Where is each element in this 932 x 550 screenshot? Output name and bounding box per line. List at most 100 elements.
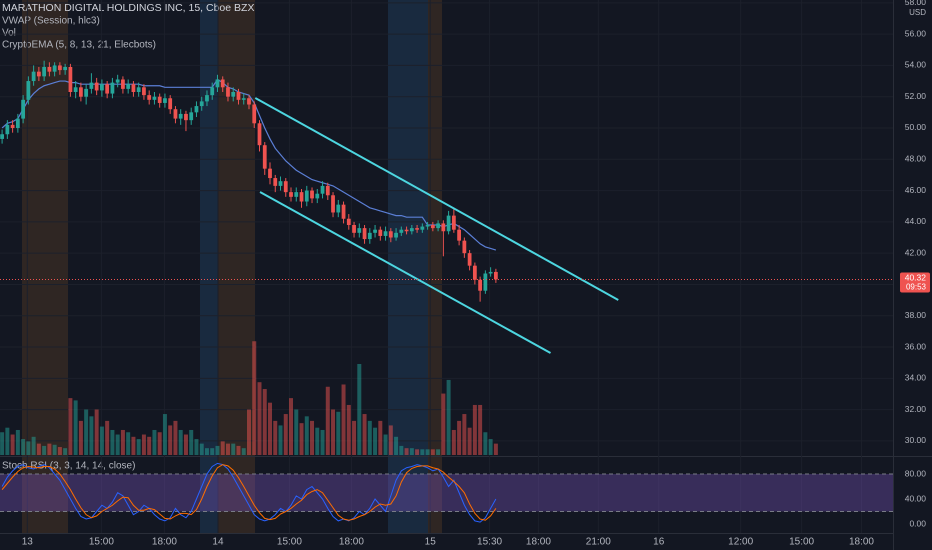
candle-body [100, 84, 104, 91]
candle-body [5, 124, 10, 135]
volume-bar [194, 439, 199, 455]
volume-bar [173, 420, 178, 455]
currency-label: USD [909, 8, 926, 17]
volume-bar [315, 427, 320, 455]
candle-body [131, 84, 136, 93]
y-tick-label: 30.00 [905, 435, 927, 445]
trendline [254, 97, 619, 301]
volume-bar [36, 443, 41, 455]
candle-body [184, 113, 188, 121]
volume-bar [120, 429, 125, 455]
candle-body [362, 228, 367, 240]
candle-body [378, 229, 383, 236]
volume-bar [126, 432, 131, 455]
volume-bar [273, 420, 278, 455]
candle-body [304, 190, 309, 202]
candle-body [199, 101, 204, 107]
volume-bar [299, 423, 304, 455]
candle-body [467, 253, 472, 266]
x-tick-label: 18:00 [849, 537, 874, 548]
stoch-band [0, 474, 893, 512]
candle-body [446, 215, 451, 232]
volume-bar [467, 427, 472, 455]
vwap-line [1, 78, 497, 251]
candle-body [94, 82, 99, 91]
candle-body [299, 192, 304, 202]
volume-bar [394, 436, 399, 455]
candle-body [152, 96, 157, 100]
y-tick-label: 36.00 [905, 341, 927, 351]
countdown-label: 09:53 [906, 283, 927, 292]
volume-bar [436, 449, 441, 455]
candle-body [189, 112, 194, 121]
last-price-label: 40.32 [905, 273, 927, 283]
volume-bar [199, 443, 204, 455]
candle-body [257, 123, 262, 146]
candle-body [0, 134, 4, 139]
y-tick-label: 56.00 [905, 28, 927, 38]
candle-body [210, 87, 215, 96]
volume-bar [346, 404, 351, 455]
candle-body [483, 273, 488, 291]
volume-bar [63, 448, 68, 455]
candle-body [63, 66, 68, 71]
volume-bar [220, 441, 225, 455]
x-tick-label: 13 [22, 537, 34, 548]
volume-bar [189, 429, 194, 455]
volume-bar [357, 364, 362, 455]
volume-bar [136, 439, 141, 455]
volume-bar [430, 449, 435, 455]
candle-body [273, 178, 278, 186]
x-tick-label: 12:00 [728, 537, 753, 548]
volume-bar [231, 443, 236, 455]
y-tick-label: 44.00 [905, 216, 927, 226]
candle-body [383, 231, 388, 236]
volume-bar [478, 404, 483, 455]
volume-bar [0, 432, 5, 455]
volume-bar [257, 382, 262, 455]
candle-body [409, 228, 414, 232]
x-tick-label: 16 [653, 537, 665, 548]
candle-body [436, 223, 440, 229]
volume-bar [52, 444, 57, 455]
y-tick-label: 48.00 [905, 154, 927, 164]
volume-bar [110, 429, 115, 455]
volume-bar [26, 441, 31, 455]
volume-bar [246, 409, 251, 455]
volume-bar [367, 420, 372, 455]
candle-body [79, 87, 83, 97]
candle-body [268, 168, 272, 179]
volume-bar [89, 416, 94, 455]
candle-body [110, 82, 115, 94]
candle-body [346, 218, 351, 225]
volume-bar [131, 436, 136, 455]
volume-bar [162, 414, 167, 455]
candle-body [478, 279, 483, 291]
volume-bar [47, 443, 52, 455]
x-tick-label: 15:00 [277, 537, 302, 548]
x-tick-label: 15:00 [89, 537, 114, 548]
candle-body [394, 232, 398, 238]
volume-bar [404, 448, 409, 455]
candle-body [178, 113, 183, 119]
y-tick-label: 50.00 [905, 122, 927, 132]
candle-body [488, 271, 493, 274]
volume-bar [5, 427, 10, 455]
volume-bar [278, 425, 283, 455]
volume-bar [73, 400, 78, 455]
y-tick-label: 52.00 [905, 91, 927, 101]
volume-bar [225, 443, 230, 455]
volume-bar [262, 389, 267, 455]
candle-body [310, 190, 314, 199]
y-tick-label: 42.00 [905, 247, 927, 257]
stoch-title: Stoch RSI (3, 3, 14, 14, close) [2, 461, 135, 472]
stoch-line [1, 464, 497, 521]
y-tick-label: 38.00 [905, 310, 927, 320]
candle-body [84, 88, 89, 97]
x-tick-label: 14 [212, 537, 224, 548]
volume-bar [10, 434, 15, 455]
x-tick-label: 18:00 [339, 537, 364, 548]
candle-body [89, 82, 94, 89]
indicator-label: CryptoEMA (5, 8, 13, 21, Elecbots) [2, 40, 156, 51]
trendline [259, 191, 551, 354]
